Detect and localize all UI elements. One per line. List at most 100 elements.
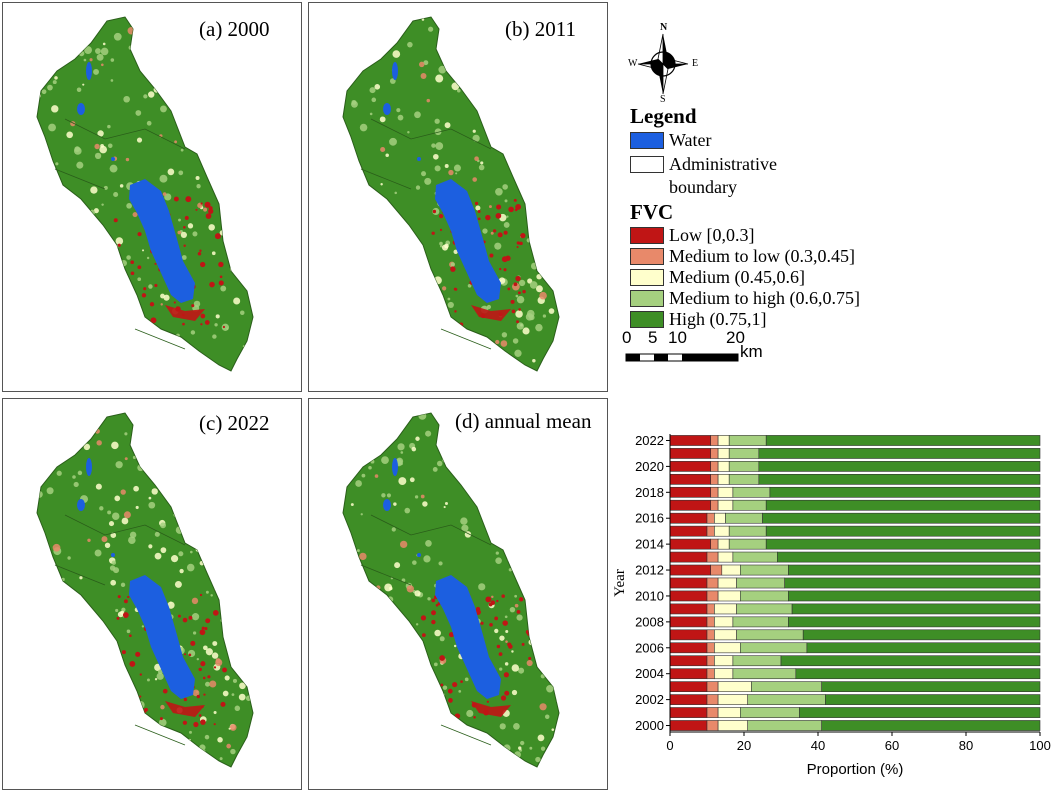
- bar-segment: [799, 707, 1041, 718]
- legend-item-admin: Administrative: [630, 154, 777, 175]
- legend-item-label: Administrative: [669, 154, 777, 174]
- bar-segment: [669, 486, 712, 498]
- panel-title: (a) 2000: [199, 17, 270, 41]
- bar-segment: [669, 720, 708, 731]
- bar-segment: [777, 551, 1041, 563]
- bar-segment: [669, 525, 708, 537]
- y-tick-label: 2006: [635, 640, 664, 655]
- panel-title: (b) 2011: [505, 17, 576, 41]
- bar-segment: [706, 512, 715, 524]
- bar-segment: [669, 461, 712, 472]
- bar-segment: [706, 616, 715, 628]
- bar-segment: [795, 668, 1041, 680]
- bar-segment: [714, 629, 737, 641]
- bar-segment: [706, 668, 715, 680]
- bar-segment: [732, 486, 771, 498]
- compass-w-label: W: [628, 58, 638, 69]
- y-tick-label: 2014: [635, 537, 664, 552]
- bar-segment: [717, 486, 734, 498]
- bar-segment: [732, 616, 789, 628]
- y-tick-label: 2010: [635, 588, 664, 603]
- fvc-map: [36, 16, 254, 372]
- bar-segment: [669, 655, 708, 667]
- legend-item-fvc-class: Low [0,0.3]: [630, 225, 754, 246]
- bar-segment: [740, 707, 800, 718]
- bar-segment: [717, 707, 741, 718]
- compass-e-label: E: [692, 58, 699, 69]
- bar-segment: [725, 512, 763, 524]
- panel-title: (c) 2022: [199, 411, 270, 435]
- bar-segment: [706, 603, 715, 615]
- fvc-map: [342, 412, 560, 768]
- bar-segment: [714, 525, 730, 537]
- bar-segment: [714, 512, 726, 524]
- bar-segment: [714, 642, 741, 654]
- bar-segment: [706, 681, 719, 693]
- bar-segment: [669, 512, 708, 524]
- x-tick-label: 100: [1029, 738, 1051, 753]
- map-panel-2011: (b) 2011: [308, 2, 608, 392]
- bar-segment: [669, 538, 712, 550]
- bar-segment: [669, 499, 712, 511]
- bar-segment: [714, 668, 734, 680]
- compass-s-label: S: [660, 94, 666, 105]
- bar-segment: [791, 603, 1041, 615]
- bar-segment: [747, 694, 826, 705]
- bar-segment: [714, 603, 737, 615]
- bar-segment: [825, 694, 1041, 705]
- bar-segment: [747, 720, 822, 731]
- fvc-map: [36, 412, 254, 768]
- bar-segment: [762, 512, 1041, 524]
- bar-segment: [669, 603, 708, 615]
- bar-segment: [717, 681, 752, 693]
- y-tick-label: 2016: [635, 511, 664, 526]
- bar-segment: [717, 435, 730, 446]
- bar-segment: [706, 642, 715, 654]
- bar-segment: [669, 694, 708, 705]
- bar-segment: [717, 720, 748, 731]
- x-tick-label: 80: [959, 738, 973, 753]
- scale-tick-label: 20: [726, 328, 745, 347]
- water-swatch: [630, 132, 664, 149]
- bar-segment: [710, 564, 723, 576]
- bar-segment: [736, 603, 793, 615]
- bar-segment: [710, 461, 719, 472]
- bar-segment: [765, 538, 1041, 550]
- legend-item-water: Water: [630, 130, 712, 151]
- bar-segment: [669, 707, 708, 718]
- compass-rose-icon: [637, 33, 689, 95]
- bar-segment: [706, 655, 715, 667]
- bar-segment: [706, 629, 715, 641]
- legend-item-label: Medium (0.45,0.6]: [669, 267, 805, 287]
- panel-title: (d) annual mean: [455, 409, 592, 433]
- bar-segment: [669, 668, 708, 680]
- bar-segment: [717, 448, 730, 459]
- y-tick-label: 2004: [635, 666, 664, 681]
- bar-segment: [728, 448, 760, 459]
- legend-item-fvc-class: Medium to high (0.6,0.75]: [630, 288, 860, 309]
- bar-segment: [717, 461, 730, 472]
- admin-boundary-swatch: [630, 156, 664, 173]
- bar-segment: [669, 473, 712, 485]
- legend-item-fvc-class: Medium to low (0.3,0.45]: [630, 246, 855, 267]
- legend-item-fvc-class: Medium (0.45,0.6]: [630, 267, 805, 288]
- bar-segment: [706, 694, 719, 705]
- bar-segment: [802, 629, 1041, 641]
- legend-item-label: Medium to high (0.6,0.75]: [669, 288, 860, 308]
- bar-segment: [728, 525, 767, 537]
- map-panel-annual-mean: (d) annual mean: [308, 398, 608, 790]
- x-tick-label: 20: [737, 738, 751, 753]
- bar-segment: [784, 577, 1041, 589]
- bar-segment: [788, 564, 1041, 576]
- bar-segment: [669, 564, 712, 576]
- legend-item-label: Low [0,0.3]: [669, 225, 755, 245]
- bar-segment: [717, 590, 741, 602]
- fvc-proportion-chart: 0 20 40 60 80 100 2000 2002 2004 2006 2008 2010 2012…: [612, 433, 1051, 778]
- bar-segment: [740, 642, 808, 654]
- bar-segment: [821, 681, 1041, 693]
- bar-segment: [732, 655, 782, 667]
- bar-segment: [740, 590, 789, 602]
- y-tick-label: 2018: [635, 485, 664, 500]
- bar-segment: [780, 655, 1041, 667]
- bar-segment: [736, 577, 786, 589]
